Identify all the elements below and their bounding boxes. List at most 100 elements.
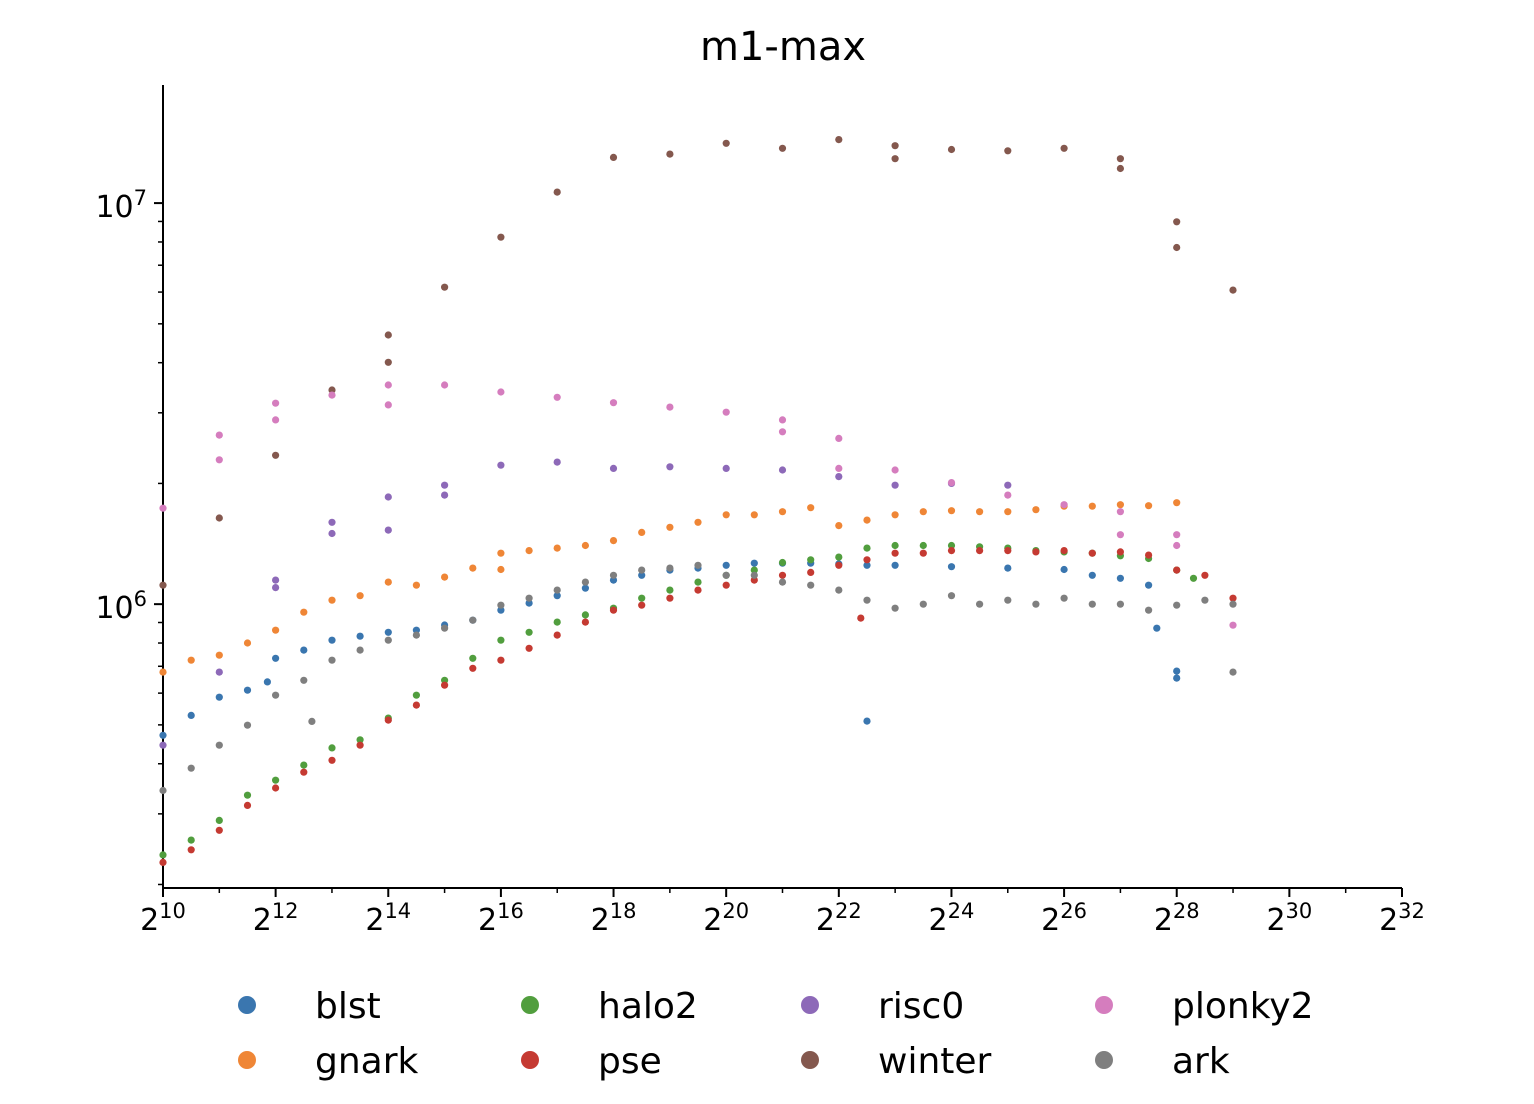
data-point-winter (441, 283, 449, 291)
data-point-ark (1116, 600, 1124, 608)
data-point-plonky2 (778, 428, 787, 436)
data-point-ark (807, 581, 815, 589)
data-point-winter (272, 451, 280, 459)
data-point-gnark (1116, 501, 1124, 509)
data-point-risc0 (328, 529, 336, 538)
data-point-pse (863, 556, 871, 564)
data-point-winter (722, 139, 730, 147)
data-point-ark (1060, 594, 1068, 602)
data-point-halo2 (187, 836, 195, 844)
data-point-halo2 (638, 594, 646, 602)
data-point-ark (835, 586, 843, 594)
data-point-ark (750, 571, 758, 579)
data-point-ark (356, 646, 364, 654)
legend-marker (1095, 1051, 1113, 1069)
y-tick-label: 106 (95, 587, 147, 626)
data-point-ark (243, 721, 252, 729)
data-point-halo2 (947, 541, 956, 550)
data-point-ark (469, 616, 477, 624)
legend-label: pse (598, 1041, 662, 1082)
data-point-ark (666, 564, 674, 572)
x-tick-label: 226 (1041, 899, 1087, 938)
data-point-plonky2 (215, 431, 223, 439)
series-pse (159, 547, 1237, 867)
data-point-gnark (469, 564, 477, 572)
data-point-ark (300, 676, 308, 684)
data-point-blst (750, 559, 758, 567)
data-point-blst (1060, 565, 1068, 574)
data-point-plonky2 (1229, 621, 1237, 629)
data-point-halo2 (553, 618, 561, 626)
data-point-halo2 (581, 611, 590, 619)
data-point-winter (1060, 144, 1068, 152)
data-point-plonky2 (497, 388, 505, 396)
legend-item-risc0: risc0 (801, 986, 964, 1027)
data-point-plonky2 (441, 381, 449, 389)
data-point-blst (722, 561, 730, 569)
data-point-ark (441, 624, 449, 632)
data-point-pse (215, 826, 223, 834)
data-point-ark (308, 717, 316, 726)
legend-item-pse: pse (521, 1041, 662, 1082)
data-point-pse (1229, 594, 1237, 602)
data-point-ark (694, 561, 702, 569)
data-point-blst (356, 632, 364, 640)
axes: 210 212 214 216 218 220 222 224 226 228 230 232 106 1… (95, 85, 1425, 938)
series-blst (159, 559, 1181, 739)
data-point-gnark (159, 668, 167, 676)
data-point-winter (1173, 243, 1181, 252)
data-point-pse (947, 547, 956, 555)
series-winter (159, 136, 1237, 589)
data-point-ark (919, 600, 927, 608)
data-point-plonky2 (947, 479, 956, 487)
data-point-pse (300, 768, 308, 776)
data-point-plonky2 (1173, 531, 1181, 539)
chart-title: m1-max (700, 24, 866, 70)
data-point-pse (891, 549, 899, 557)
data-point-halo2 (1189, 574, 1198, 582)
data-point-pse (778, 571, 787, 579)
data-point-pse (638, 601, 646, 609)
data-point-halo2 (694, 578, 702, 586)
y-tick-label: 107 (95, 186, 147, 225)
data-point-gnark (272, 626, 280, 634)
data-point-winter (609, 153, 618, 161)
data-point-plonky2 (272, 399, 280, 407)
data-point-halo2 (300, 761, 308, 769)
data-point-gnark (919, 508, 927, 516)
data-point-winter (666, 150, 674, 158)
legend-label: ark (1172, 1041, 1230, 1082)
data-point-gnark (863, 516, 871, 524)
data-point-pse (581, 618, 590, 626)
data-point-pse (159, 858, 167, 867)
data-point-pse (919, 549, 927, 557)
data-point-winter (553, 188, 561, 196)
data-point-winter (159, 581, 167, 589)
legend-item-halo2: halo2 (521, 986, 698, 1027)
data-point-ark (1088, 600, 1096, 608)
data-point-blst (1173, 674, 1181, 682)
data-point-gnark (694, 518, 702, 526)
x-tick-label: 224 (929, 899, 975, 938)
data-point-gnark (243, 639, 252, 647)
data-point-winter (891, 155, 899, 163)
data-point-pse (469, 664, 477, 672)
data-point-winter (1229, 286, 1237, 294)
data-point-gnark (187, 656, 195, 664)
series-ark (159, 561, 1237, 795)
data-point-blst (638, 571, 646, 579)
data-point-winter (1116, 164, 1124, 173)
data-point-halo2 (778, 558, 787, 567)
data-point-winter (1004, 147, 1012, 155)
data-point-blst (863, 561, 871, 569)
data-point-halo2 (807, 556, 815, 564)
data-point-ark (272, 691, 280, 699)
data-point-halo2 (215, 816, 223, 825)
data-point-blst (1088, 571, 1096, 579)
data-point-pse (835, 561, 843, 569)
data-point-risc0 (441, 491, 449, 499)
x-tick-label: 230 (1266, 899, 1312, 938)
data-point-pse (525, 644, 533, 652)
data-point-risc0 (272, 576, 280, 584)
data-point-pse (857, 614, 865, 622)
